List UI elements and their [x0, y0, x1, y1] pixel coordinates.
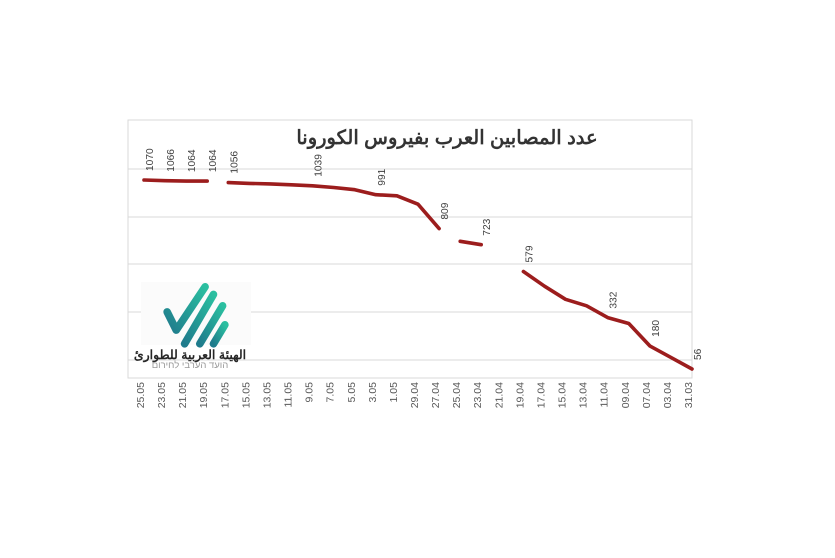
svg-text:31.03: 31.03: [683, 382, 695, 408]
svg-text:09.04: 09.04: [620, 382, 632, 408]
svg-text:5.05: 5.05: [346, 382, 358, 403]
svg-text:56: 56: [693, 348, 704, 360]
svg-text:23.05: 23.05: [156, 382, 168, 408]
svg-text:03.04: 03.04: [662, 382, 674, 408]
svg-text:11.04: 11.04: [599, 382, 611, 408]
svg-text:13.04: 13.04: [578, 382, 590, 408]
svg-text:21.05: 21.05: [177, 382, 189, 408]
svg-text:723: 723: [482, 218, 493, 235]
svg-text:3.05: 3.05: [367, 382, 379, 403]
svg-text:27.04: 27.04: [430, 382, 442, 408]
svg-text:הועד הערבי לחירום: הועד הערבי לחירום: [152, 359, 229, 371]
svg-text:1070: 1070: [145, 148, 156, 171]
svg-text:9.05: 9.05: [304, 382, 316, 403]
svg-text:332: 332: [609, 291, 620, 308]
svg-text:21.04: 21.04: [493, 382, 505, 408]
svg-text:1056: 1056: [229, 151, 240, 174]
svg-text:29.04: 29.04: [409, 382, 421, 408]
svg-text:07.04: 07.04: [641, 382, 653, 408]
svg-text:25.04: 25.04: [451, 382, 463, 408]
svg-text:1066: 1066: [166, 149, 177, 172]
svg-text:19.04: 19.04: [514, 382, 526, 408]
svg-text:17.04: 17.04: [536, 382, 548, 408]
svg-text:1064: 1064: [187, 149, 198, 172]
svg-text:1039: 1039: [314, 154, 325, 177]
svg-text:15.05: 15.05: [240, 382, 252, 408]
svg-text:180: 180: [651, 320, 662, 337]
svg-text:7.05: 7.05: [325, 382, 337, 403]
svg-text:19.05: 19.05: [198, 382, 210, 408]
svg-text:عدد المصابين العرب بفيروس الكو: عدد المصابين العرب بفيروس الكورونا: [296, 127, 597, 150]
svg-text:1064: 1064: [208, 149, 219, 172]
svg-text:1.05: 1.05: [388, 382, 400, 403]
svg-text:17.05: 17.05: [219, 382, 231, 408]
svg-text:11.05: 11.05: [283, 382, 295, 408]
svg-text:23.04: 23.04: [472, 382, 484, 408]
svg-text:25.05: 25.05: [135, 382, 147, 408]
svg-text:809: 809: [440, 202, 451, 219]
svg-text:15.04: 15.04: [557, 382, 569, 408]
svg-text:991: 991: [377, 168, 388, 185]
svg-text:13.05: 13.05: [262, 382, 274, 408]
svg-text:579: 579: [524, 245, 535, 262]
